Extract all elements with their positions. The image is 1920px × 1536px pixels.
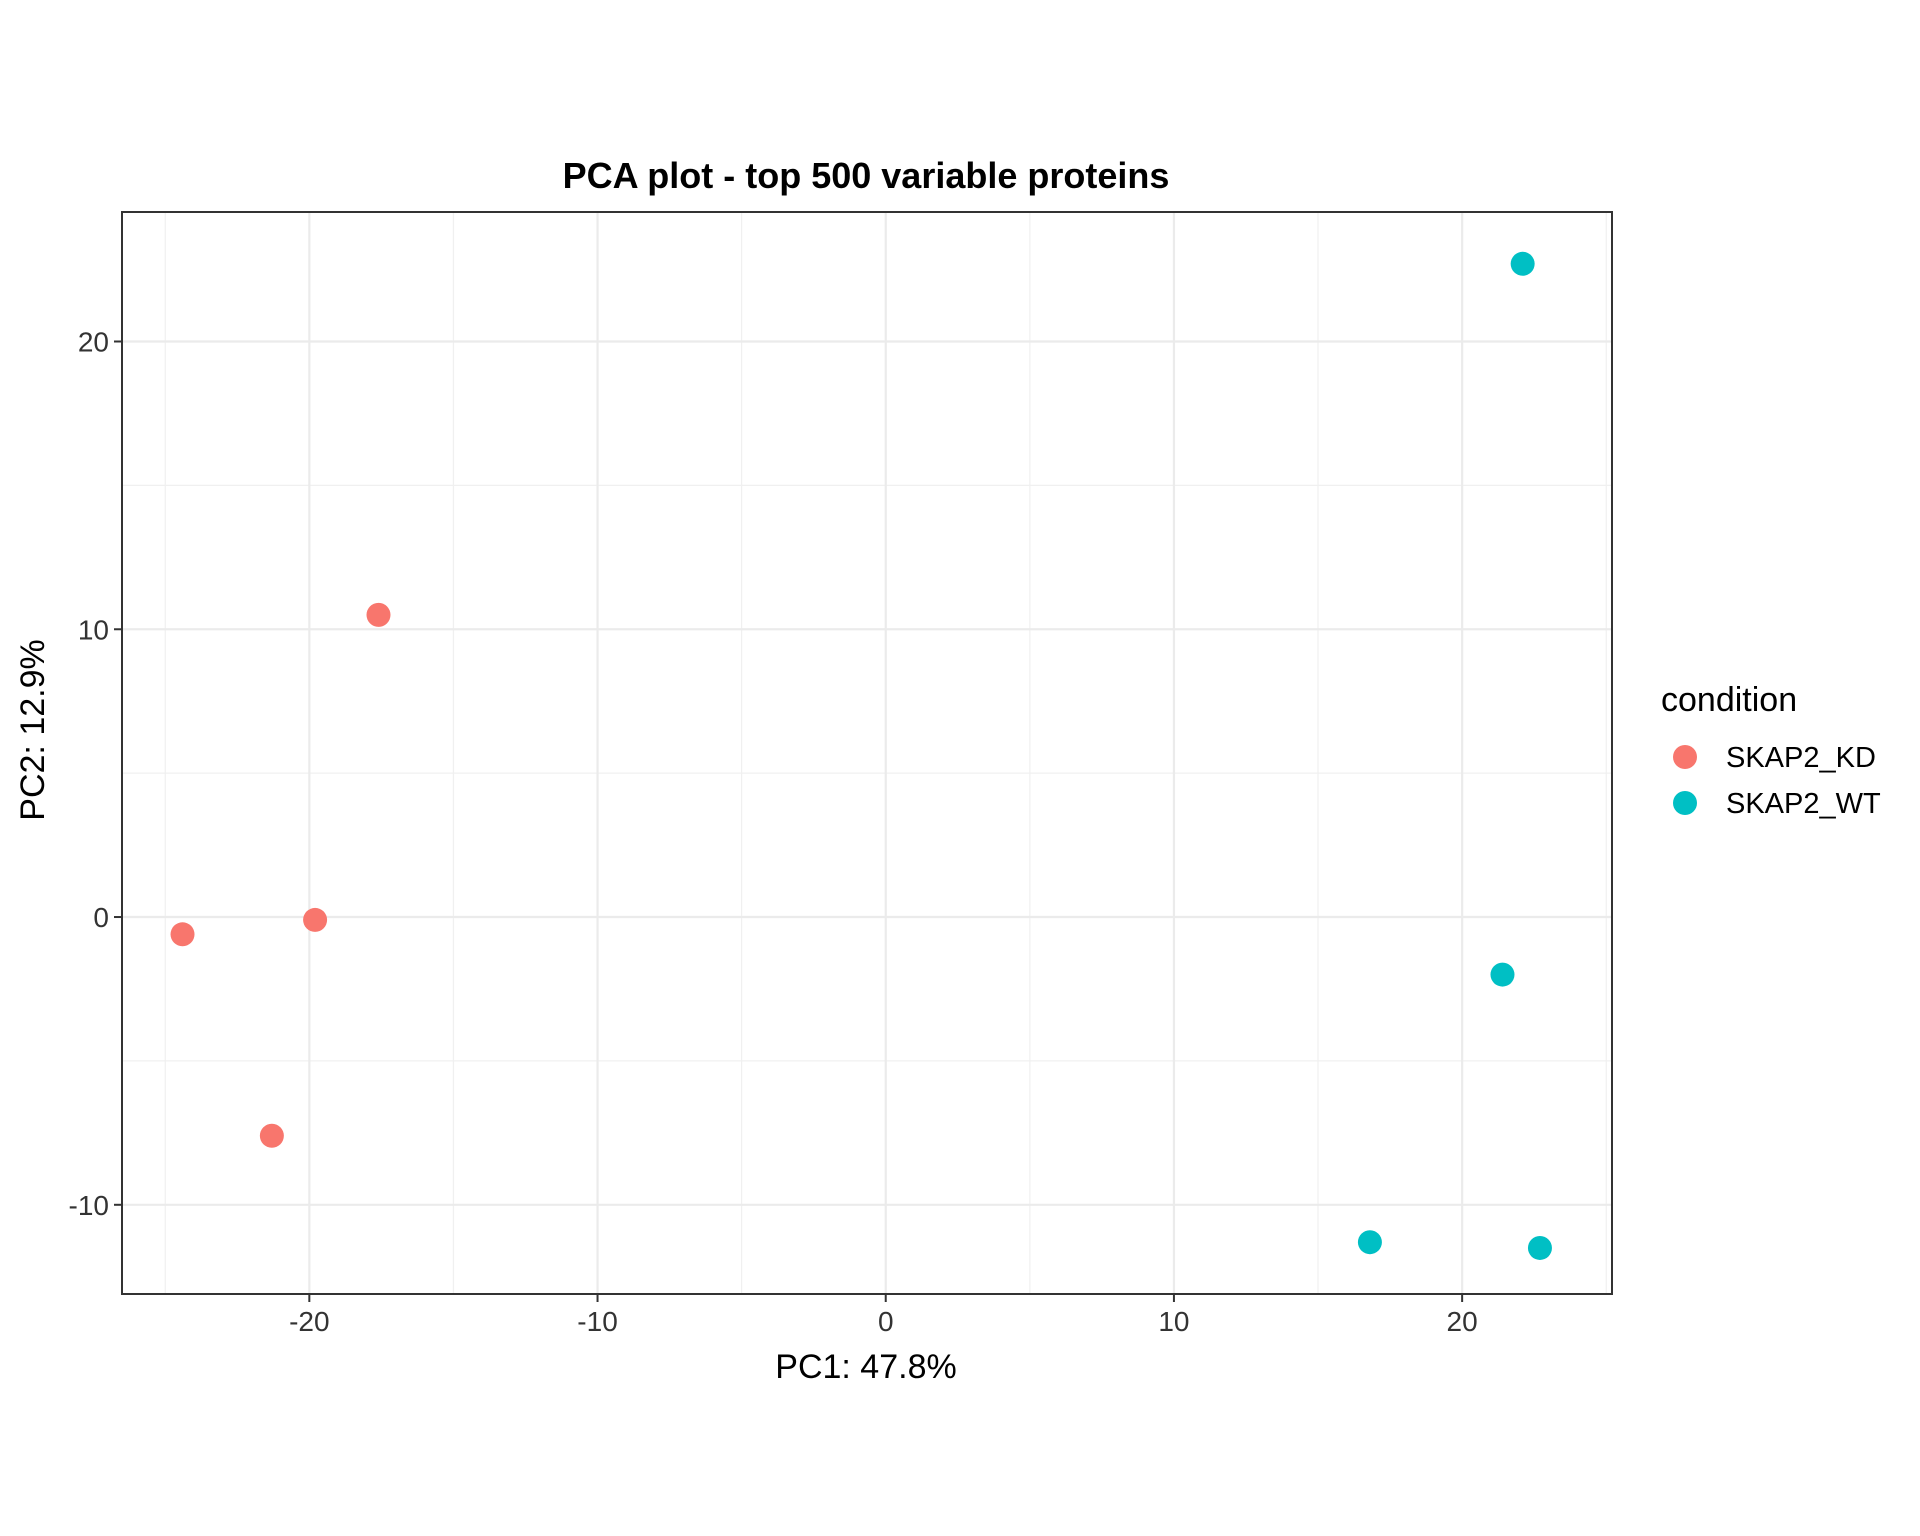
x-tick-label: 10 (1158, 1306, 1189, 1337)
data-point-skap2-wt (1357, 1230, 1382, 1255)
legend: condition SKAP2_KD SKAP2_WT (1661, 681, 1881, 820)
chart-title: PCA plot - top 500 variable proteins (563, 155, 1170, 196)
x-tick-label: -20 (289, 1306, 329, 1337)
data-point-skap2-kd (303, 907, 328, 932)
y-axis-ticks: -10 0 10 20 (69, 326, 122, 1221)
x-axis-ticks: -20 -10 0 10 20 (289, 1294, 1478, 1337)
y-tick-label: 10 (78, 614, 109, 645)
y-tick-label: 20 (78, 326, 109, 357)
y-axis-label: PC2: 12.9% (14, 639, 52, 820)
legend-key-skap2-kd (1673, 745, 1697, 769)
legend-label: SKAP2_KD (1726, 742, 1876, 774)
legend-label: SKAP2_WT (1726, 788, 1881, 820)
data-point-skap2-kd (170, 922, 195, 947)
data-point-skap2-kd (366, 602, 391, 627)
legend-title: condition (1661, 681, 1797, 719)
grid-minor (122, 212, 1612, 1294)
x-tick-label: -10 (577, 1306, 617, 1337)
y-tick-label: 0 (93, 902, 109, 933)
grid-major (122, 212, 1612, 1294)
legend-key-skap2-wt (1673, 791, 1697, 815)
data-points (170, 251, 1552, 1260)
data-point-skap2-kd (259, 1123, 284, 1148)
data-point-skap2-wt (1510, 251, 1535, 276)
x-tick-label: 20 (1447, 1306, 1478, 1337)
data-point-skap2-wt (1527, 1235, 1552, 1260)
plot-panel-border (121, 211, 1613, 1295)
x-axis-label: PC1: 47.8% (775, 1348, 956, 1386)
data-point-skap2-wt (1490, 962, 1515, 987)
y-tick-label: -10 (69, 1190, 109, 1221)
x-tick-label: 0 (878, 1306, 894, 1337)
